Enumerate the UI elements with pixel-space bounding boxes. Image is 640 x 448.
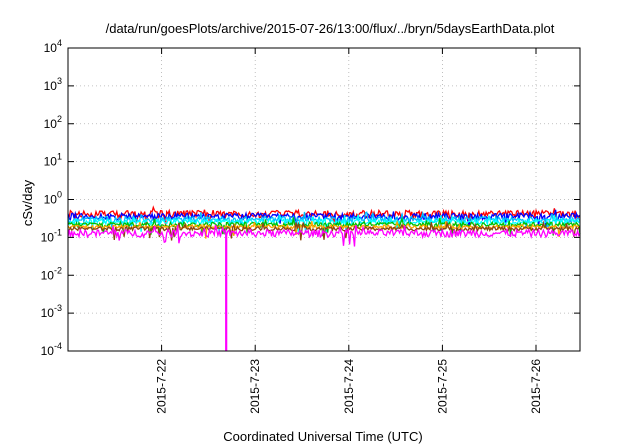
x-tick-label: 2015-7-23 xyxy=(248,359,262,414)
x-tick-label: 2015-7-24 xyxy=(342,359,356,414)
x-tick-label: 2015-7-26 xyxy=(529,359,543,414)
y-tick-label: 10-1 xyxy=(41,227,62,244)
y-tick-label: 102 xyxy=(44,114,62,131)
x-axis-title: Coordinated Universal Time (UTC) xyxy=(223,429,422,444)
y-tick-label: 101 xyxy=(44,152,62,169)
y-tick-label: 10-3 xyxy=(41,303,62,320)
y-axis-title: cSv/day xyxy=(20,179,35,226)
y-tick-label: 103 xyxy=(44,76,62,93)
x-axis: 2015-7-22 2015-7-23 2015-7-24 2015-7-25 2015… xyxy=(155,48,543,414)
y-tick-label: 100 xyxy=(44,190,62,207)
y-axis: 10-4 10-3 10-2 10-1 100 101 102 103 104 xyxy=(41,38,580,358)
y-tick-label: 10-2 xyxy=(41,265,62,282)
chart-title: /data/run/goesPlots/archive/2015-07-26/1… xyxy=(106,21,555,36)
y-tick-label: 104 xyxy=(44,38,62,55)
series-line xyxy=(67,216,581,237)
series-line xyxy=(67,220,581,241)
y-tick-label: 10-4 xyxy=(41,341,62,358)
series-line xyxy=(67,224,581,247)
series-layer xyxy=(67,205,581,351)
x-tick-label: 2015-7-22 xyxy=(155,359,169,414)
x-tick-label: 2015-7-25 xyxy=(435,359,449,414)
